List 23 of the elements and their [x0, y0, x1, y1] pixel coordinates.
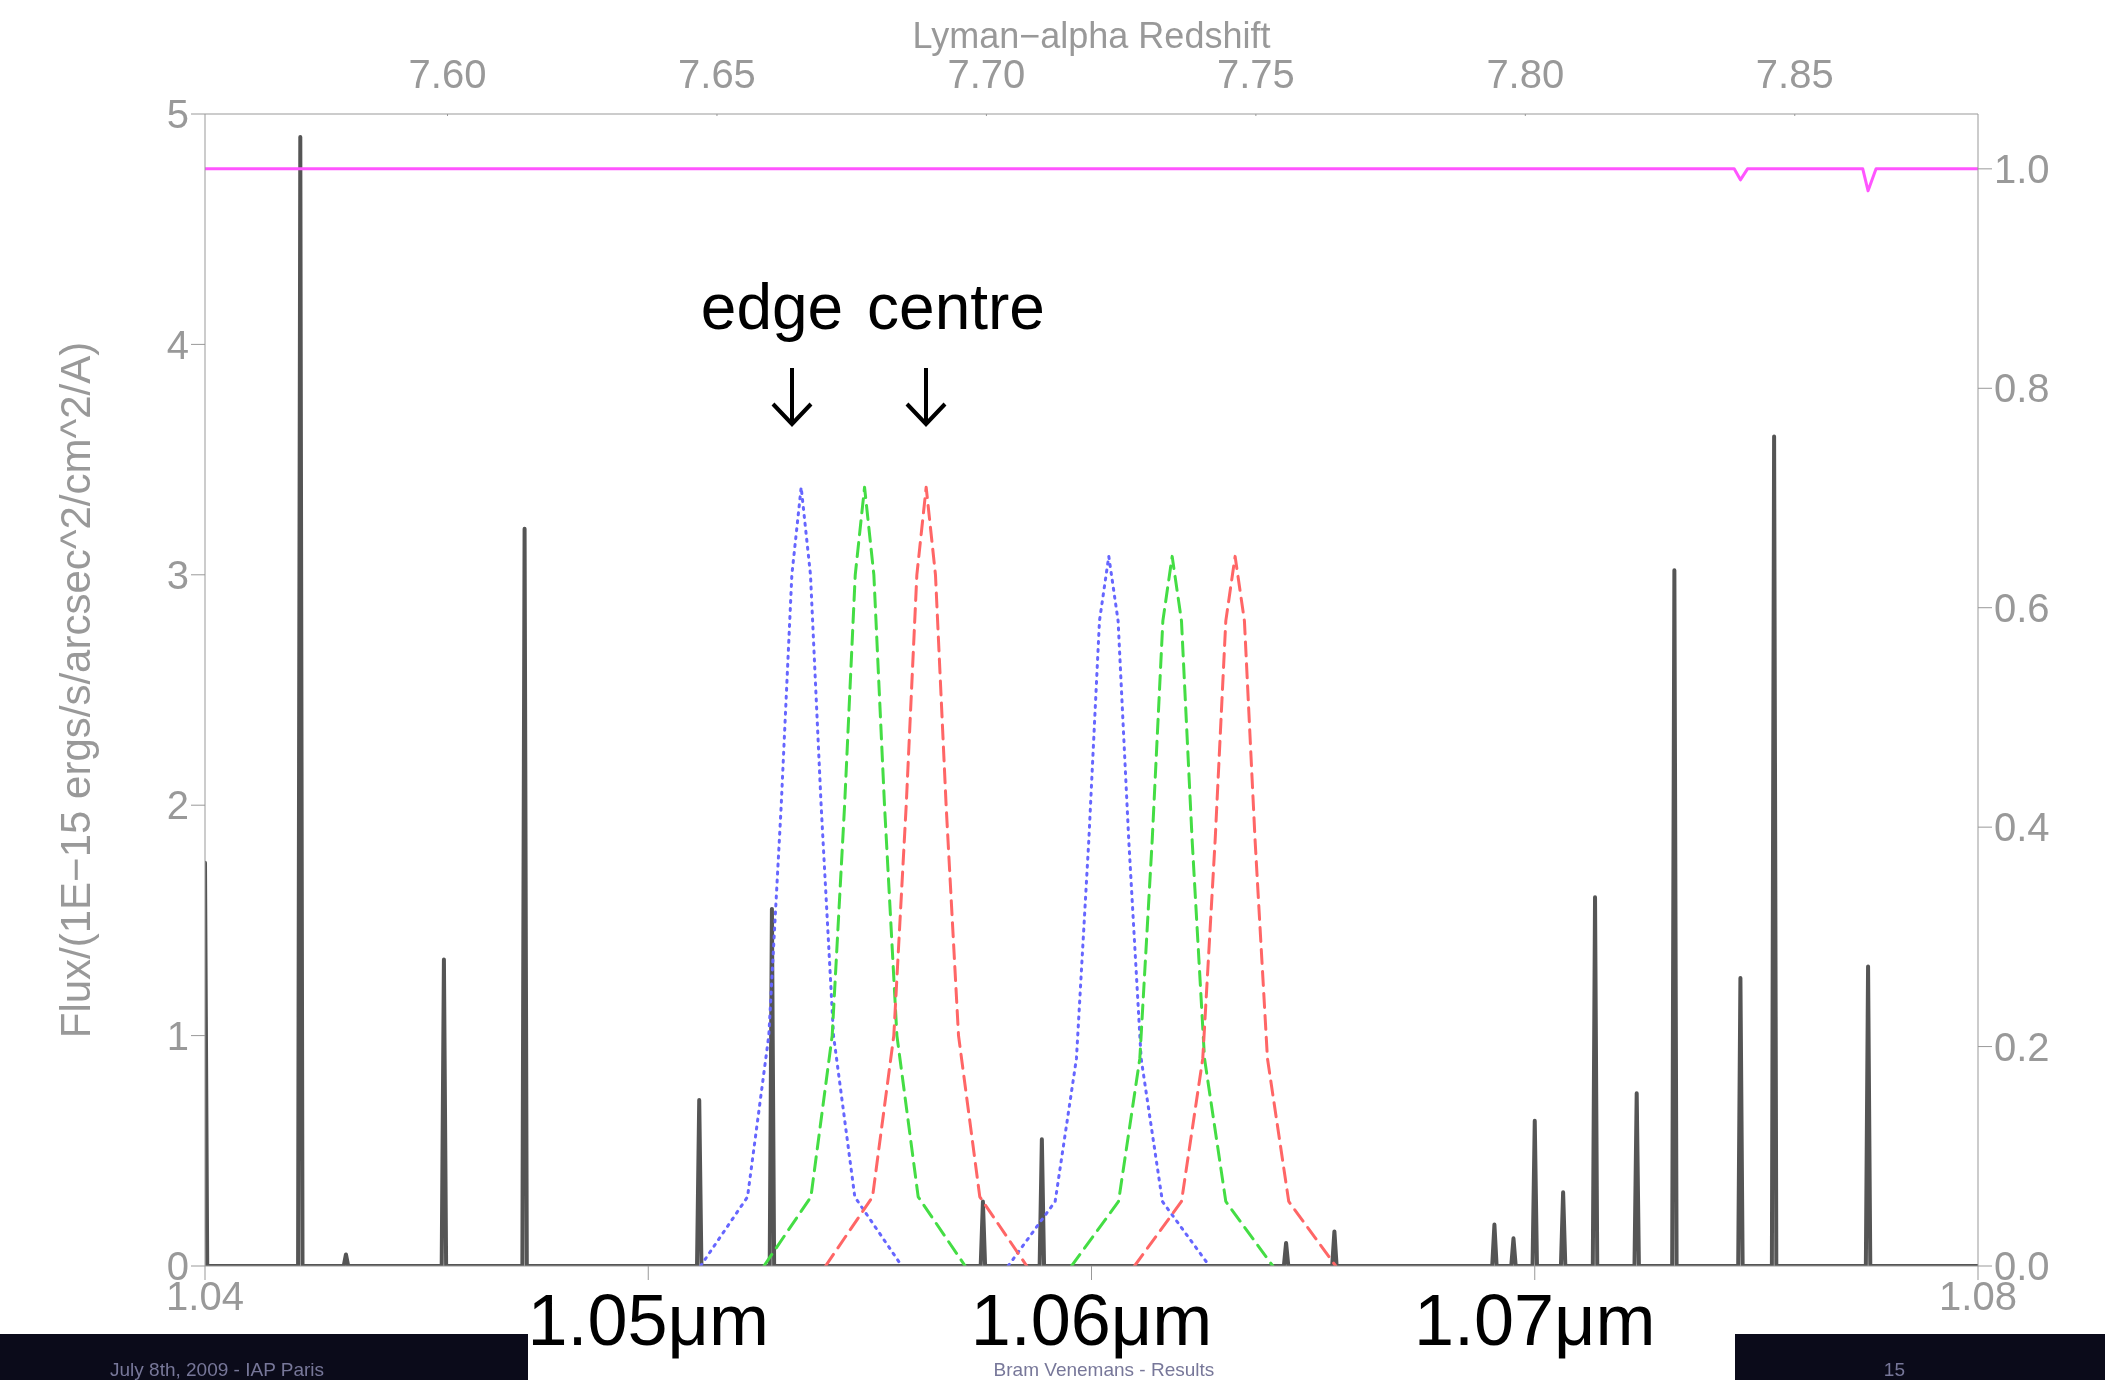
y-tick-label: 4 [166, 322, 189, 367]
x2-tick-label: 7.60 [408, 52, 487, 96]
annotation: 1.07μm [1412, 1280, 1657, 1360]
text: 15 [1883, 1359, 1905, 1380]
x2-tick-label: 7.65 [678, 52, 756, 96]
text: July 8th, 2009 - IAP Paris [110, 1359, 325, 1380]
y-tick-label: 2 [166, 783, 189, 828]
y2-tick-label: 1.0 [1994, 147, 2050, 192]
y2-tick-label: 0.2 [1994, 1024, 2050, 1069]
text: Bram Venemans - Results [993, 1359, 1215, 1380]
x2-tick-label: 7.85 [1755, 52, 1834, 96]
y-tick-label: 3 [166, 553, 189, 597]
y2-tick-label: 0.4 [1994, 805, 2050, 850]
y-tick-label: 5 [166, 92, 189, 137]
annotation: 1.06μm [969, 1280, 1214, 1360]
annotation: centre [866, 270, 1046, 344]
y2-tick-label: 0.8 [1994, 366, 2050, 411]
annotation: edge [700, 271, 844, 343]
x2-tick-label: 7.80 [1486, 52, 1565, 96]
y2-tick-label: 0.6 [1994, 585, 2050, 630]
y-tick-label: 1 [166, 1013, 189, 1058]
annotation: 1.05μm [526, 1280, 771, 1360]
y-axis-title: Flux/(1E−15 ergs/s/arcsec^2/cm^2/A) [51, 341, 99, 1039]
